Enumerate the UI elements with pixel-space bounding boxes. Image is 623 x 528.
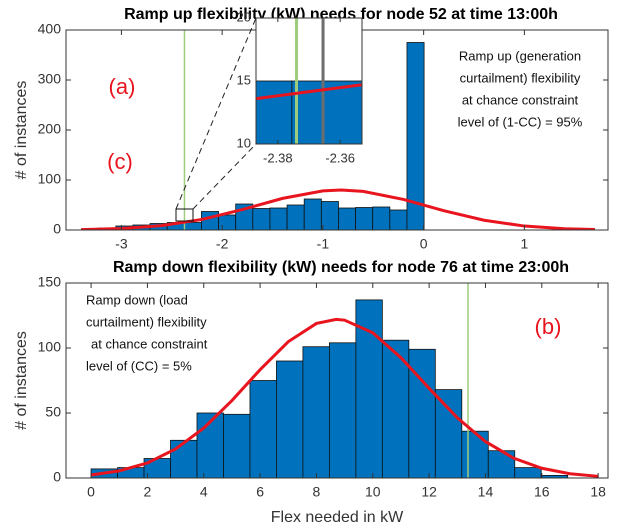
x-axis-label: Flex needed in kW <box>271 509 404 526</box>
y-axis-label: # of instances <box>13 331 30 430</box>
note-line: level of (1-CC) = 95% <box>458 114 583 129</box>
fit-curve <box>81 188 595 230</box>
y-tick-label: 200 <box>38 121 62 137</box>
y-tick-label: 10 <box>237 135 251 150</box>
histogram-bar <box>338 207 356 230</box>
note-line: curtailment) flexibility <box>460 70 581 85</box>
fit-curve <box>90 317 599 478</box>
histogram-bar <box>389 209 408 230</box>
histogram-bar <box>372 206 391 230</box>
x-tick-label: 14 <box>478 484 494 500</box>
chart-title: Ramp up flexibility (kW) needs for node … <box>124 6 558 23</box>
histogram-bar <box>218 214 237 230</box>
chart-title: Ramp down flexibility (kW) needs for nod… <box>113 259 569 276</box>
histogram-bar <box>286 204 305 230</box>
x-tick-label: 4 <box>200 484 208 500</box>
x-tick-label: -1 <box>317 236 330 252</box>
x-tick-label: 16 <box>534 484 550 500</box>
y-axis-label: # of instances <box>13 81 30 180</box>
histogram-bar <box>355 207 374 230</box>
x-tick-label: 1 <box>520 236 528 252</box>
x-tick-label: -3 <box>115 236 128 252</box>
histogram-bar <box>328 342 357 478</box>
x-tick-label: 12 <box>421 484 437 500</box>
histogram-bar <box>302 346 330 478</box>
y-tick-label: 0 <box>53 469 61 485</box>
annotation: (c) <box>107 149 133 174</box>
histogram-bar <box>256 80 293 144</box>
histogram-bar <box>434 389 463 478</box>
x-tick-label: -2.36 <box>325 150 355 165</box>
plot-area <box>256 18 362 144</box>
y-tick-label: 300 <box>38 71 62 87</box>
x-tick-label: 0 <box>420 236 428 252</box>
histogram-bar <box>461 430 489 478</box>
zoom-connector <box>175 17 257 210</box>
y-tick-label: 150 <box>38 274 62 290</box>
histogram-bar <box>183 222 202 230</box>
x-tick-label: 6 <box>256 484 264 500</box>
fit-curve <box>256 83 362 101</box>
note-line: at chance constraint <box>462 92 579 107</box>
x-tick-label: -2.38 <box>263 150 293 165</box>
zoom-box <box>175 208 194 222</box>
x-tick-label: 18 <box>590 484 606 500</box>
axes-frame <box>65 282 609 479</box>
histogram-bar <box>249 380 277 478</box>
y-tick-label: 0 <box>53 221 61 237</box>
y-tick-label: 100 <box>38 339 62 355</box>
histogram-bar <box>514 467 542 478</box>
histogram-bar <box>276 360 304 478</box>
histogram-bar <box>406 42 425 230</box>
histogram-bar <box>252 208 271 230</box>
note-line: Ramp up (generation <box>459 48 581 63</box>
histogram-bar <box>303 198 322 230</box>
histogram-bar <box>320 201 339 230</box>
y-tick-label: 50 <box>45 404 61 420</box>
plot-area <box>90 283 599 478</box>
histogram-bar <box>223 413 251 478</box>
x-tick-label: 2 <box>144 484 152 500</box>
histogram-bar <box>170 439 198 478</box>
annotation: (a) <box>109 74 136 99</box>
note-line: curtailment) flexibility <box>86 314 207 329</box>
histogram-bar <box>201 211 219 230</box>
note-line: at chance constraint <box>91 336 208 351</box>
y-tick-label: 15 <box>237 72 251 87</box>
note-line: Ramp down (load <box>86 292 188 307</box>
zoom-connector <box>192 143 257 210</box>
x-tick-label: 10 <box>365 484 381 500</box>
x-tick-label: 8 <box>313 484 321 500</box>
annotation: (b) <box>535 314 562 339</box>
y-tick-label: 100 <box>38 171 62 187</box>
x-tick-label: -2 <box>216 236 229 252</box>
note-line: level of (CC) = 5% <box>86 358 192 373</box>
y-tick-label: 20 <box>237 9 251 24</box>
histogram-bar <box>269 207 288 230</box>
x-tick-label: 0 <box>87 484 95 500</box>
y-tick-label: 400 <box>38 21 62 37</box>
plot-area <box>81 30 595 230</box>
